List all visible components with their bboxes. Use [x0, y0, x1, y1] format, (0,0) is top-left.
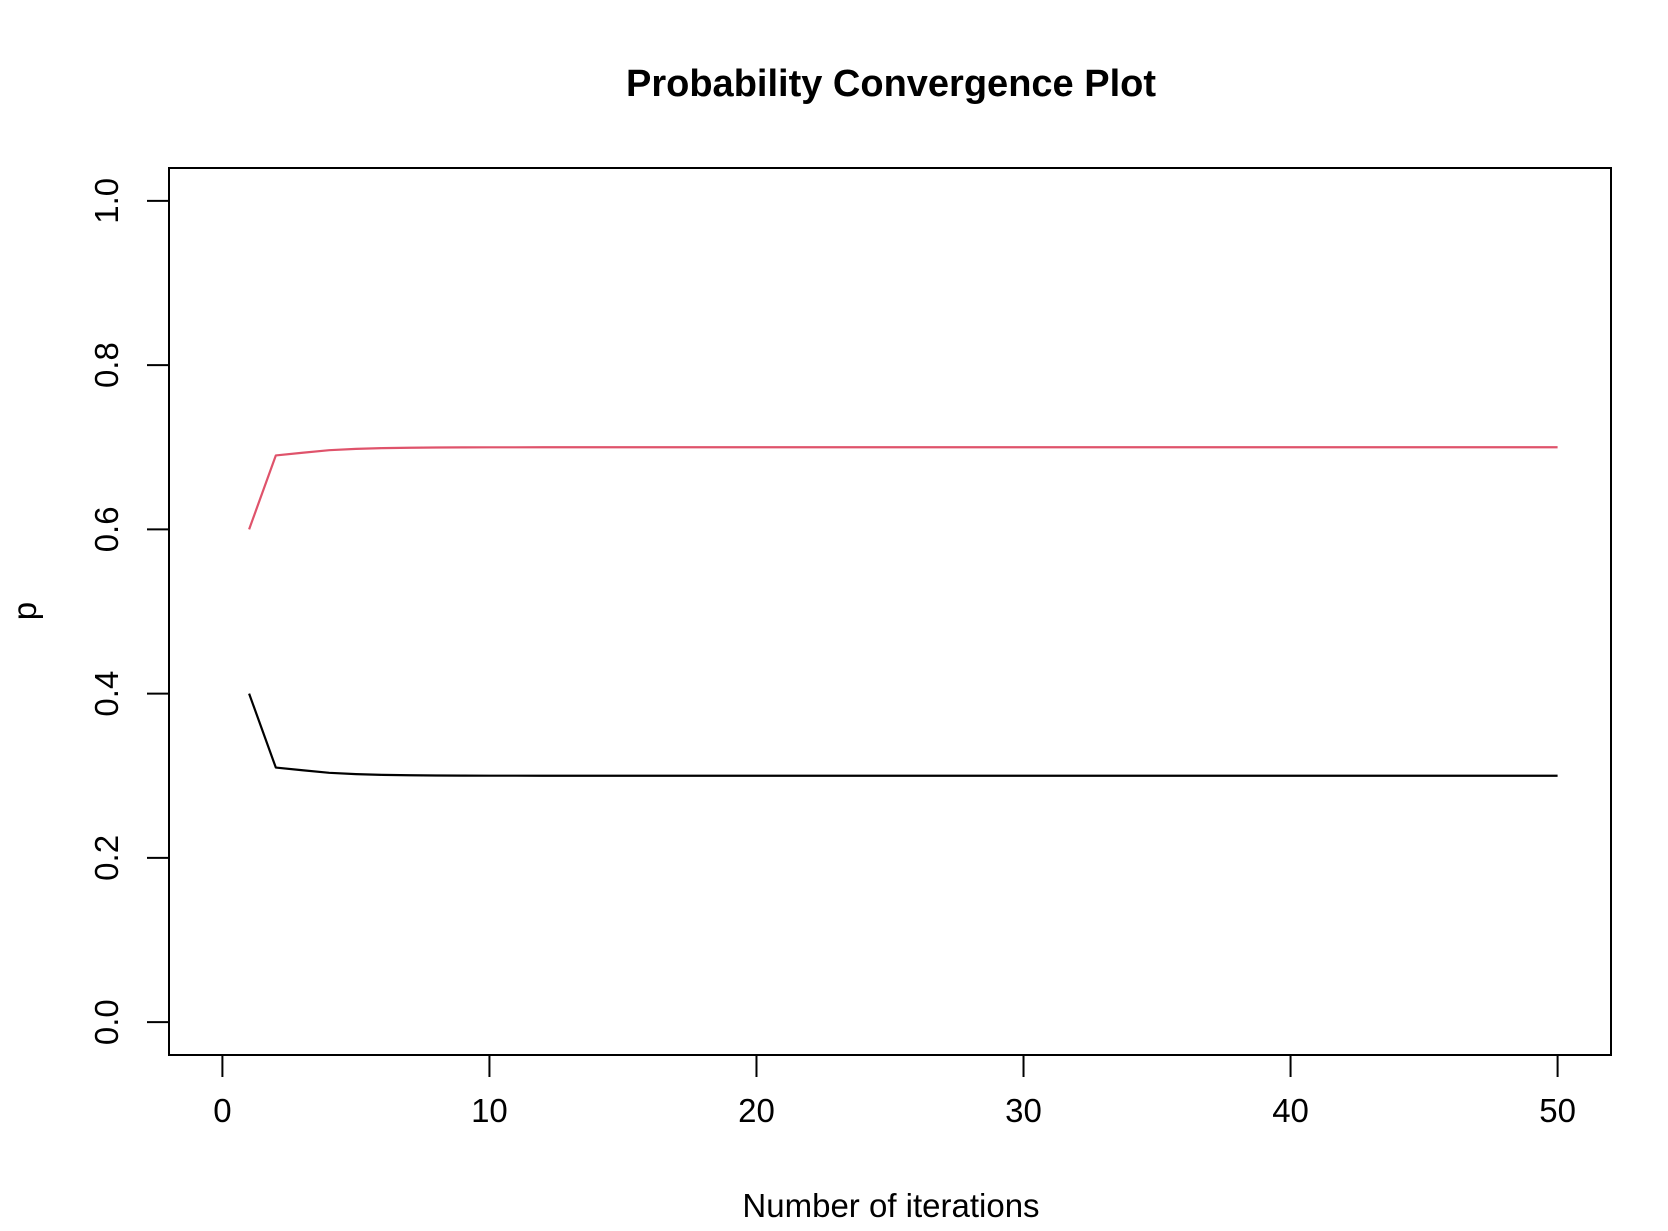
x-axis: 0 10 20 30 40 50	[213, 1054, 1576, 1129]
x-tick-label: 0	[213, 1092, 231, 1129]
y-tick-label: 0.2	[88, 835, 125, 881]
y-tick-label: 1.0	[88, 178, 125, 224]
x-tick-label: 30	[1005, 1092, 1042, 1129]
series-layer	[248, 446, 1558, 777]
chart-title: Probability Convergence Plot	[626, 63, 1156, 105]
series-line-1	[248, 693, 1558, 777]
plot-frame	[168, 167, 1612, 1056]
y-tick-label: 0.4	[88, 671, 125, 717]
series-line-2	[248, 446, 1558, 530]
x-tick-label: 40	[1272, 1092, 1309, 1129]
x-axis-label: Number of iterations	[742, 1187, 1039, 1224]
y-axis-label: p	[6, 602, 43, 620]
x-tick-label: 50	[1539, 1092, 1576, 1129]
x-tick-label: 10	[471, 1092, 508, 1129]
y-axis: 0.0 0.2 0.4 0.6 0.8 1.0	[88, 178, 170, 1045]
y-tick-label: 0.8	[88, 342, 125, 388]
y-tick-label: 0.0	[88, 999, 125, 1045]
y-tick-label: 0.6	[88, 506, 125, 552]
x-tick-label: 20	[738, 1092, 775, 1129]
